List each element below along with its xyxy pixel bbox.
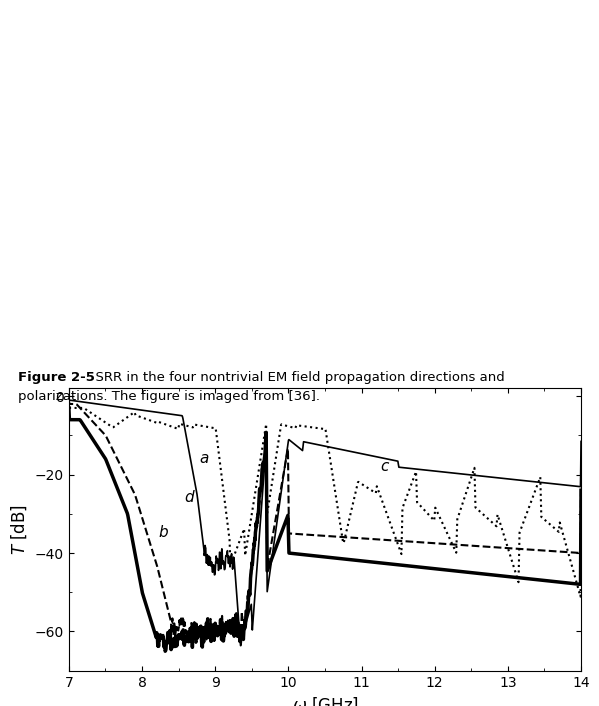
X-axis label: $\omega$ [GHz]: $\omega$ [GHz] <box>292 695 358 706</box>
Text: $b$: $b$ <box>158 525 169 540</box>
Y-axis label: $T$ [dB]: $T$ [dB] <box>10 504 29 555</box>
Text: $a$: $a$ <box>199 451 210 466</box>
Text: polarizations. The figure is imaged from [36].: polarizations. The figure is imaged from… <box>18 390 320 403</box>
Text: Figure 2-5: Figure 2-5 <box>18 371 95 383</box>
Text: $d$: $d$ <box>184 489 196 505</box>
Text: SRR in the four nontrivial EM field propagation directions and: SRR in the four nontrivial EM field prop… <box>87 371 504 383</box>
Text: $c$: $c$ <box>380 459 390 474</box>
